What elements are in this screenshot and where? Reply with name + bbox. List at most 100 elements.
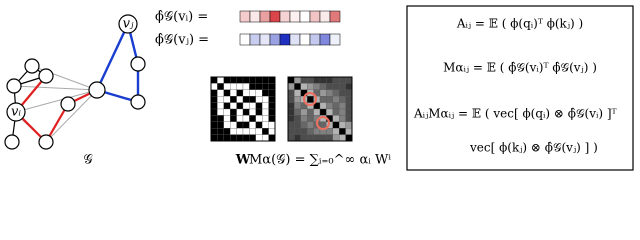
matrix-cell [230, 102, 237, 110]
matrix-cell [287, 115, 295, 122]
matrix-cell [223, 89, 231, 97]
matrix-cell [268, 108, 276, 116]
matrix-cell [230, 76, 237, 84]
matrix-cell [268, 134, 276, 142]
matrix-cell [242, 128, 250, 135]
embedding-cell [299, 10, 311, 23]
matrix-cell [307, 83, 314, 90]
matrix-cell [242, 134, 250, 142]
matrix-cell [345, 83, 353, 90]
matrix-cell [294, 134, 301, 142]
matrix-cell [242, 102, 250, 110]
matrix-cell [236, 108, 244, 116]
matrix-cell [230, 96, 237, 103]
matrix-cell [307, 121, 314, 129]
matrix-cell [236, 76, 244, 84]
matrix-cell [326, 76, 333, 84]
matrix-cell [345, 134, 353, 142]
matrix-cell [307, 128, 314, 135]
embedding-cell [309, 33, 321, 46]
matrix-cell [268, 128, 276, 135]
embeddings [239, 10, 341, 46]
matrix-cell [262, 115, 269, 122]
matrix-cell [210, 108, 218, 116]
matrix-cell [332, 128, 340, 135]
matrix-cell [345, 96, 353, 103]
matrix-cell [242, 89, 250, 97]
matrix-cell [223, 134, 231, 142]
matrix-frame [287, 76, 353, 142]
matrix-cell [242, 96, 250, 103]
matrix-cell [294, 102, 301, 110]
matrix-cell [332, 76, 340, 84]
matrix-cell [345, 115, 353, 122]
equation: Aᵢⱼ = 𝔼 ( ϕ(qᵢ)ᵀ ϕ(kⱼ) ) [456, 17, 583, 31]
embedding-cell [259, 33, 271, 46]
matrix-frame [210, 76, 276, 142]
embedding-cell [319, 33, 331, 46]
equation: AᵢⱼMαᵢⱼ = 𝔼 ( vec[ ϕ(qᵢ) ⊗ ϕ̂𝒢(vᵢ) ]ᵀ [413, 107, 617, 121]
embedding-cell [239, 33, 251, 46]
figure: vᵢ vⱼ 𝒢 ϕ̂𝒢(vᵢ) = ϕ̂𝒢(vⱼ) = W Mα(𝒢) = ∑ᵢ… [4, 5, 634, 171]
matrix-cell [332, 115, 340, 122]
matrix-cell [249, 121, 256, 129]
matrix-cell [217, 83, 224, 90]
equation: Mαᵢⱼ = 𝔼 ( ϕ̂𝒢(vᵢ)ᵀ ϕ̂𝒢(vⱼ) ) [443, 61, 597, 75]
matrix-cell [326, 128, 333, 135]
matrix-cell [339, 121, 346, 129]
matrix-cell [319, 102, 327, 110]
embedding-cell [289, 33, 301, 46]
matrix-cell [287, 89, 295, 97]
embedding-cell [269, 33, 281, 46]
matrix-cell [255, 102, 263, 110]
matrix-cell [300, 115, 308, 122]
matrix-cell [262, 76, 269, 84]
matrix-cell [249, 108, 256, 116]
matrix-cell [326, 102, 333, 110]
matrix-cell [319, 108, 327, 116]
matrix-cell [262, 83, 269, 90]
embedding-cell [249, 10, 261, 23]
matrix-cell [230, 108, 237, 116]
matrix-cell [332, 108, 340, 116]
matrix-cell [217, 121, 224, 129]
matrix-cell [230, 115, 237, 122]
matrix-cell [332, 121, 340, 129]
matrix-cell [255, 121, 263, 129]
matrix-cell [332, 102, 340, 110]
matrix-cell [255, 83, 263, 90]
matrix-cell [236, 96, 244, 103]
matrix-cell [210, 76, 218, 84]
matrix-cell [210, 96, 218, 103]
matrix-cell [236, 121, 244, 129]
matrix-cell [262, 89, 269, 97]
matrix-cell [287, 134, 295, 142]
matrix-cell [223, 102, 231, 110]
matrix-cell [345, 108, 353, 116]
matrix-cell [294, 121, 301, 129]
matrix-cell [332, 134, 340, 142]
matrix-cell [223, 128, 231, 135]
matrix-cell [307, 108, 314, 116]
matrix-cell [326, 83, 333, 90]
matrix-cell [339, 89, 346, 97]
matrix-cell [217, 115, 224, 122]
matrix-cell [255, 76, 263, 84]
embedding-cell [299, 33, 311, 46]
matrix-cell [345, 102, 353, 110]
embedding-cell [329, 10, 341, 23]
matrix-cell [255, 89, 263, 97]
matrix-cell [313, 76, 321, 84]
matrix-cell [262, 134, 269, 142]
matrix-cell [268, 102, 276, 110]
matrix-cell [249, 89, 256, 97]
matrix-cell [300, 108, 308, 116]
matrix-cell [319, 76, 327, 84]
matrix-cell [307, 134, 314, 142]
matrix-cell [319, 89, 327, 97]
embedding-cell [269, 10, 281, 23]
matrices [210, 76, 353, 142]
matrix-cell [307, 76, 314, 84]
matrix-cell [332, 83, 340, 90]
matrix-cell [223, 76, 231, 84]
